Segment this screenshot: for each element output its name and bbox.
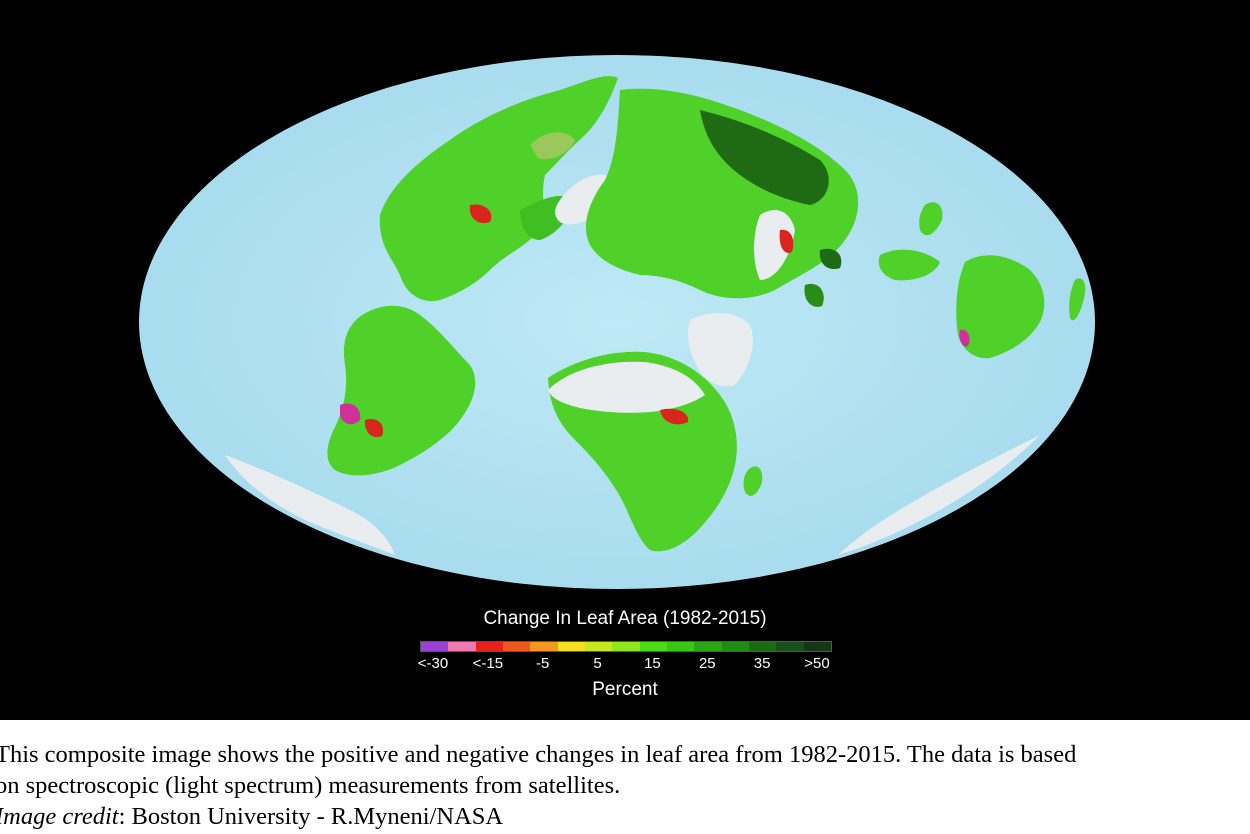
legend-swatch xyxy=(776,642,804,651)
landmass-japan xyxy=(919,202,943,236)
landmass-eurasia-snow xyxy=(754,210,795,280)
legend-swatch xyxy=(612,642,640,651)
legend-tick-label: >50 xyxy=(804,655,830,672)
patch-decrease-au xyxy=(959,329,970,347)
legend-swatch xyxy=(748,642,777,651)
landmass-arabia xyxy=(687,313,753,387)
legend-swatch xyxy=(502,642,531,651)
legend-tick-label: <-15 xyxy=(472,655,504,672)
legend-swatch xyxy=(666,642,695,651)
landmass-arctic-islands xyxy=(530,132,575,160)
caption-credit: Image credit: Boston University - R.Myne… xyxy=(0,801,1250,832)
legend-swatch xyxy=(448,642,476,651)
patch-increase-india xyxy=(804,283,824,307)
landmass-siberia-dark xyxy=(700,110,829,205)
caption-line-1: This composite image shows the positive … xyxy=(0,741,1077,768)
landmass-south-america xyxy=(327,305,476,476)
landmass-antarctica-east xyxy=(838,435,1040,555)
landmass-antarctica-west xyxy=(225,455,395,555)
legend-unit: Percent xyxy=(592,679,658,700)
credit-text: : Boston University - R.Myneni/NASA xyxy=(118,803,504,830)
patch-increase-asia xyxy=(819,248,842,270)
landmass-madagascar xyxy=(743,466,763,496)
caption-line-2: on spectroscopic (light spectrum) measur… xyxy=(0,772,621,799)
patch-decrease-na xyxy=(469,204,492,224)
legend-swatch xyxy=(584,642,613,651)
landmass-sahara xyxy=(548,361,705,413)
legend-tick-label: 15 xyxy=(644,655,661,672)
caption: This composite image shows the positive … xyxy=(0,739,1250,832)
patch-decrease-sa-2 xyxy=(364,419,384,438)
legend-swatch xyxy=(694,642,722,651)
legend-swatch xyxy=(721,642,749,651)
patch-decrease-af xyxy=(660,408,689,425)
legend-swatch xyxy=(557,642,585,651)
legend-swatch xyxy=(421,642,449,651)
credit-label: Image credit xyxy=(0,803,119,830)
figure-panel: Change In Leaf Area (1982-2015) <-30 <-15… xyxy=(0,0,1250,720)
world-map xyxy=(139,55,1095,589)
landmass-australia xyxy=(956,255,1045,359)
legend-swatch xyxy=(639,642,667,651)
legend-tick-label: 5 xyxy=(593,655,602,672)
legend-tick-label: <-30 xyxy=(417,655,449,672)
legend-title: Change In Leaf Area (1982-2015) xyxy=(483,608,767,629)
landmass-se-asia xyxy=(878,249,940,281)
legend-swatch xyxy=(530,642,558,651)
landmass-new-zealand xyxy=(1069,278,1086,321)
legend-tick-label: 25 xyxy=(698,655,716,672)
legend-ticks: <-30 <-15 -5 5 15 25 35 >50 xyxy=(417,655,830,675)
legend-swatch xyxy=(475,642,503,651)
patch-decrease-sa xyxy=(340,403,361,425)
legend-color-bar xyxy=(420,641,832,652)
legend-tick-label: -5 xyxy=(536,655,550,672)
patch-decrease-eu xyxy=(779,229,794,253)
legend-tick-label: 35 xyxy=(753,655,771,672)
legend-swatch xyxy=(803,642,831,651)
